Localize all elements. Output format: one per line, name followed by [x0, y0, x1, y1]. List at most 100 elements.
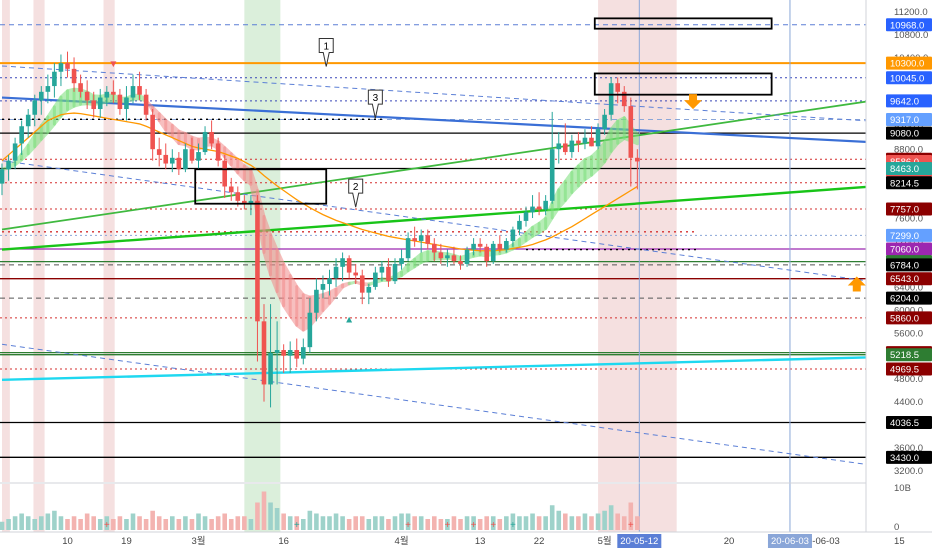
candle-body — [150, 114, 155, 150]
volume-marker: + — [510, 520, 516, 531]
volume-bar — [327, 516, 332, 530]
price-level-tag-bg — [886, 126, 932, 140]
volume-bar — [274, 508, 280, 530]
candle-body — [137, 86, 142, 95]
candle-body — [438, 252, 444, 259]
volume-bar — [12, 516, 18, 530]
candle-body — [163, 154, 169, 164]
volume-bar — [124, 519, 129, 530]
candle-body — [19, 126, 24, 144]
price-tick-label: 3600.0 — [894, 443, 923, 454]
candle-body — [320, 284, 326, 290]
volume-bar — [471, 516, 476, 530]
candle-body — [0, 169, 5, 184]
price-level-tag-bg — [886, 228, 932, 242]
candle-body — [359, 275, 365, 293]
volume-bar — [536, 516, 542, 530]
zone-rectangle — [593, 72, 773, 96]
volume-bar — [412, 516, 417, 530]
candle-body — [379, 266, 385, 273]
volume-bar — [19, 513, 24, 530]
highlight-band — [33, 0, 45, 482]
callout-label: 1 — [318, 38, 334, 67]
volume-bar — [222, 513, 227, 530]
volume-bar — [366, 519, 372, 530]
price-level-tag-text: 4036.5 — [890, 418, 919, 429]
time-tick-label: 16 — [278, 536, 289, 547]
time-tick-label: 19 — [121, 536, 132, 547]
candle-body — [274, 350, 280, 353]
volume-bar — [314, 513, 319, 530]
price-level-tag-text: 6204.0 — [890, 294, 919, 305]
volume-bar — [91, 516, 96, 530]
volume-bar — [156, 516, 162, 530]
callout-bubble — [348, 178, 364, 208]
highlight-band — [598, 0, 677, 482]
candle-body — [477, 243, 483, 247]
volume-bar — [307, 510, 313, 530]
candle-body — [504, 241, 509, 250]
candle-body — [543, 200, 548, 210]
volume-bar — [589, 516, 594, 530]
price-level-tag: 7299.0 — [886, 228, 932, 242]
price-tick-label: 6000.0 — [894, 305, 923, 316]
price-tick-label: 10800.0 — [894, 30, 928, 41]
candle-body — [517, 220, 522, 230]
candle-body — [602, 114, 607, 130]
price-tick-label: 11200.0 — [894, 7, 928, 18]
volume-bar — [268, 502, 273, 530]
volume-bar — [150, 510, 155, 530]
candle-body — [451, 255, 457, 262]
price-level-tag: 10968.0 — [886, 18, 932, 32]
candle-body — [209, 131, 214, 144]
volume-bar — [379, 516, 385, 530]
volume-bar — [405, 513, 411, 530]
candle-body — [111, 91, 116, 95]
price-level-tag-bg — [886, 311, 932, 325]
volume-bar — [163, 519, 169, 530]
volume-bar — [569, 516, 575, 530]
price-level-tag: 8463.0 — [886, 162, 932, 176]
time-tick-label: 3월 — [191, 535, 205, 547]
price-level-tag-text: 7060.0 — [890, 245, 919, 256]
candle-body — [294, 350, 300, 359]
volume-bar — [196, 513, 201, 530]
time-tick-label: 22 — [534, 536, 545, 547]
callout-text: 1 — [323, 42, 329, 53]
candle-body — [124, 97, 129, 110]
candle-body — [307, 312, 313, 348]
volume-bar — [25, 516, 31, 530]
zone-rectangle — [194, 168, 328, 205]
candle-body — [84, 91, 90, 101]
candles-group — [0, 51, 640, 408]
price-level-tag-text: 10300.0 — [890, 59, 924, 70]
candle-body — [366, 286, 372, 293]
candle-body — [104, 91, 110, 98]
price-tick-label: 7200.0 — [894, 237, 923, 248]
candle-body — [58, 63, 64, 72]
volume-bar — [373, 516, 378, 530]
volume-marker: + — [471, 520, 477, 531]
volume-bar — [477, 519, 483, 530]
volume-bar — [621, 516, 627, 530]
candle-body — [314, 289, 319, 313]
date-tag-text: 20-06-03 — [771, 536, 809, 547]
candle-body — [97, 97, 103, 110]
trendline — [1, 160, 932, 291]
volume-bar — [386, 519, 391, 530]
volume-bar — [602, 510, 607, 530]
volume-bar — [6, 519, 11, 530]
price-level-tag-text: 9642.0 — [890, 96, 919, 107]
candle-body — [130, 86, 136, 98]
candle-body — [268, 352, 273, 385]
volume-marker: + — [294, 520, 300, 531]
price-level-tag: 5860.0 — [886, 311, 932, 325]
volume-bar — [235, 516, 241, 530]
callout-text: 2 — [353, 182, 359, 193]
volume-bar — [438, 519, 444, 530]
volume-bar — [281, 513, 286, 530]
candle-body — [536, 206, 542, 210]
volume-bar — [517, 516, 522, 530]
